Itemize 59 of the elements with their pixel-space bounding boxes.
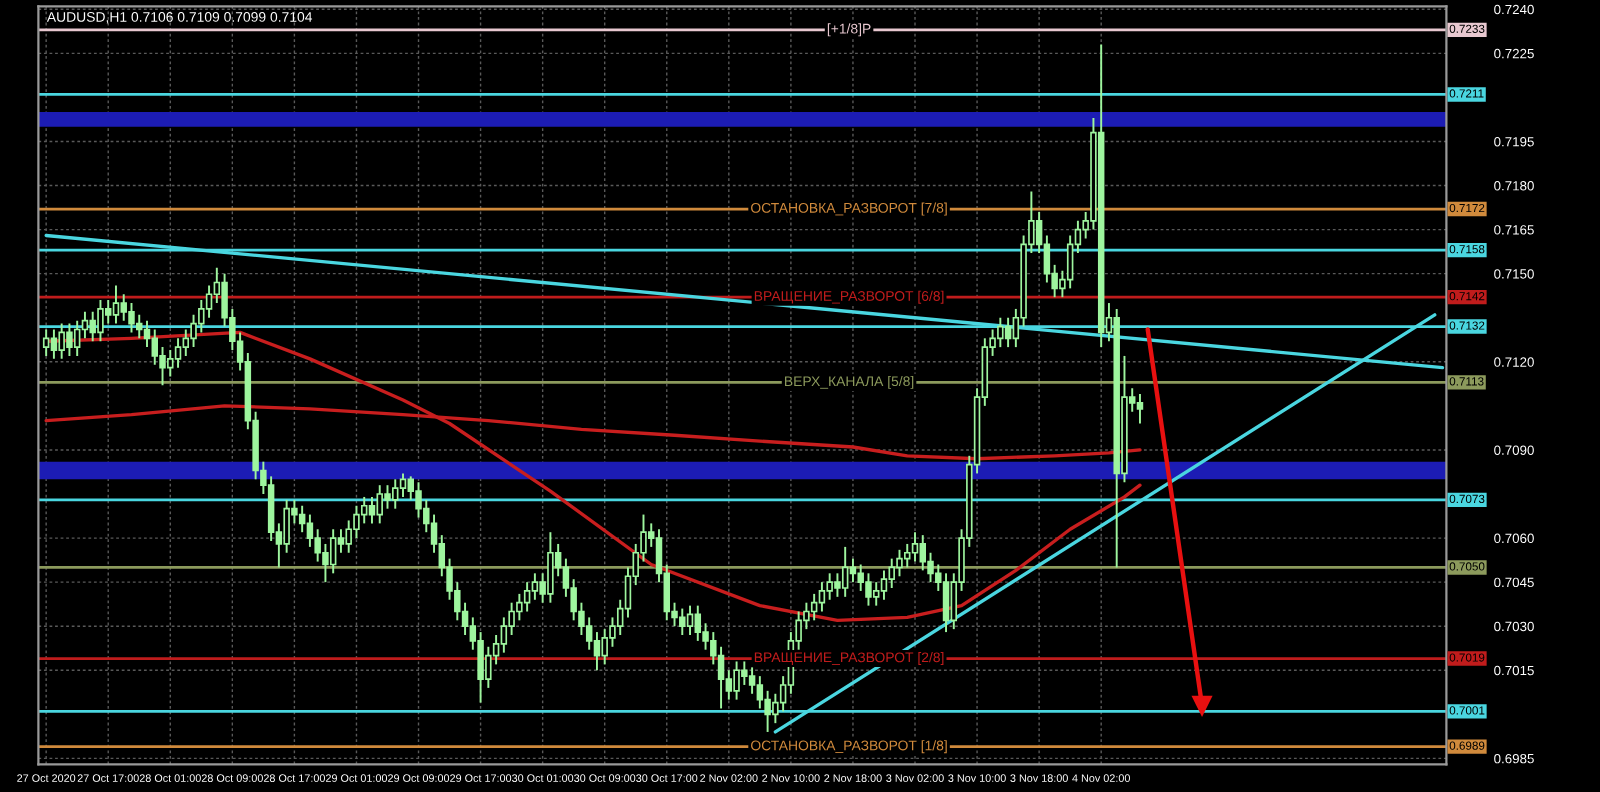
candlestick [547, 531, 554, 604]
candlestick [182, 328, 190, 357]
candlestick [128, 302, 135, 334]
candlestick [81, 310, 89, 340]
candlestick [174, 337, 182, 369]
candlestick [810, 592, 818, 622]
candlestick [136, 313, 143, 340]
candlestick [834, 572, 841, 598]
candlestick [694, 604, 702, 642]
candlestick [329, 528, 337, 575]
candlestick [686, 604, 694, 636]
candlestick [717, 645, 725, 710]
candlestick [73, 319, 81, 357]
candlestick [298, 504, 306, 534]
candlestick [89, 310, 96, 343]
candlestick [392, 478, 399, 510]
candlestick [205, 284, 213, 319]
candlestick [104, 299, 112, 325]
candlestick [1004, 316, 1012, 349]
candlestick [500, 616, 508, 654]
candlestick [50, 328, 58, 360]
candlestick [360, 495, 368, 525]
candlestick [267, 475, 275, 542]
candlestick [585, 616, 593, 651]
candlestick [904, 542, 911, 569]
line-series [44, 330, 1142, 622]
candlestick [841, 545, 849, 598]
candlestick [66, 322, 73, 357]
candlestick [531, 572, 539, 601]
candlestick [593, 631, 601, 672]
candlestick [306, 513, 314, 548]
candlestick [97, 299, 104, 343]
candlestick [942, 572, 950, 634]
candlestick [112, 284, 120, 325]
candlestick [368, 495, 376, 525]
candlestick [384, 484, 391, 510]
candlestick [849, 557, 857, 584]
candlestick [1066, 234, 1074, 290]
candlestick [911, 531, 919, 563]
candlestick [880, 569, 888, 601]
candlestick [733, 660, 740, 701]
candlestick [919, 534, 927, 572]
candlestick [872, 581, 880, 607]
candlestick [120, 293, 127, 322]
candlestick [679, 607, 686, 636]
candlestick [376, 484, 383, 525]
candlestick [865, 572, 872, 607]
candlestick [143, 319, 151, 349]
candlestick [748, 666, 756, 695]
candlestick [1136, 393, 1144, 425]
candlestick [523, 581, 531, 613]
candlestick [58, 322, 65, 360]
candlestick [818, 581, 826, 613]
candlestick [42, 328, 50, 357]
candlestick [399, 472, 407, 498]
candlestick [756, 675, 764, 710]
candlestick [151, 328, 159, 366]
candlestick [997, 316, 1004, 349]
candlestick [741, 660, 748, 686]
